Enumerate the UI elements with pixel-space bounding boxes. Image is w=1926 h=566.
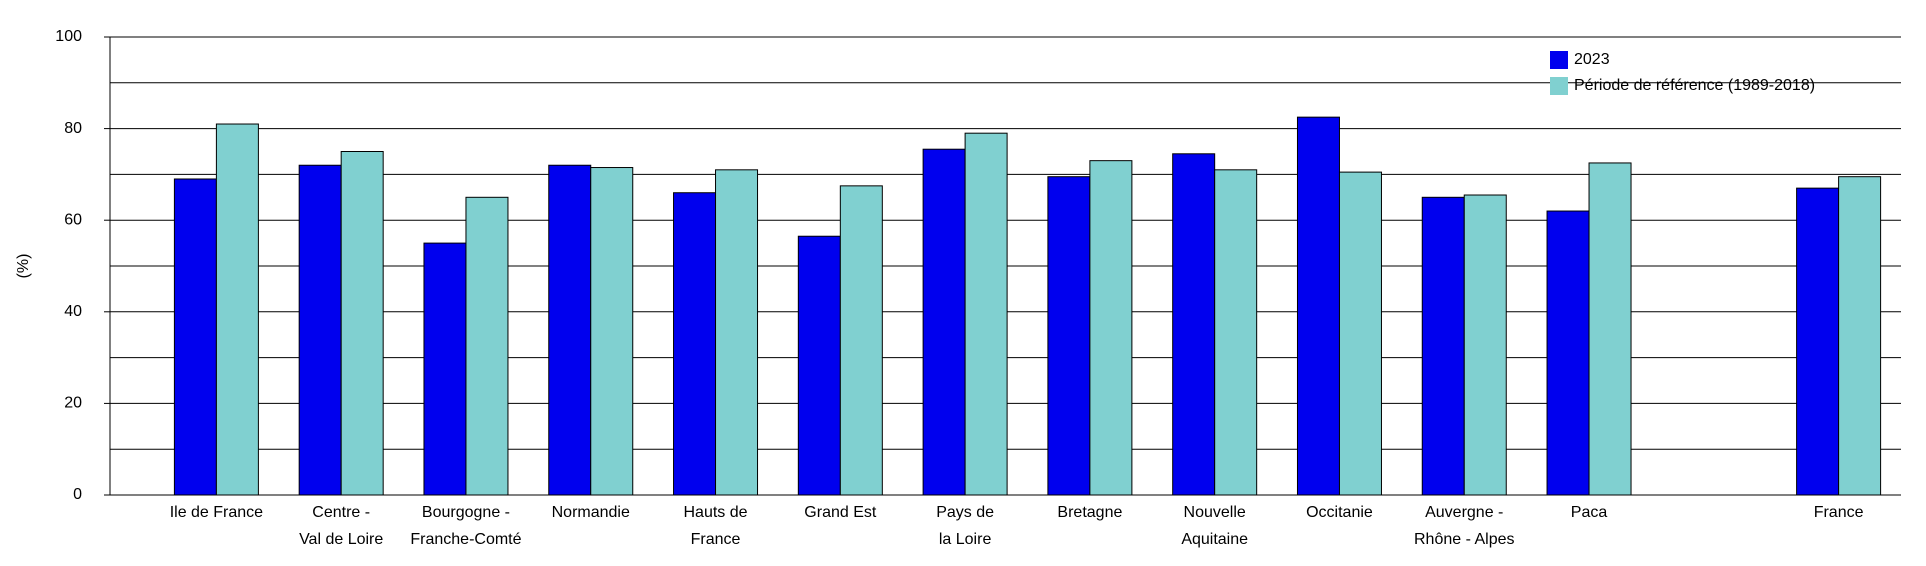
bar [423, 242, 467, 496]
x-tick-label: Bourgogne -Franche-Comté [410, 504, 521, 548]
legend-swatch [1550, 77, 1568, 95]
bar [715, 169, 759, 496]
bar [964, 132, 1008, 496]
bar [797, 235, 841, 496]
bar [1296, 116, 1340, 496]
bar [922, 148, 966, 496]
legend-label: Période de référence (1989-2018) [1574, 77, 1815, 94]
x-tick-label: Hauts de France [684, 504, 748, 548]
x-tick-label: Nouvelle Aquitaine [1181, 504, 1248, 548]
bar [673, 192, 717, 496]
bar [590, 167, 634, 496]
y-axis-label: (%) [15, 254, 32, 279]
x-tick-label: Paca [1571, 504, 1608, 521]
bar [1588, 162, 1632, 496]
bar [1838, 176, 1882, 496]
y-tick-label: 100 [55, 28, 82, 45]
y-tick-label: 0 [73, 486, 82, 503]
x-tick-label: Centre -Val de Loire [299, 504, 383, 548]
y-tick-label: 20 [64, 395, 82, 412]
x-tick-label: France [1814, 504, 1864, 521]
bar [1338, 171, 1382, 496]
bar [839, 185, 883, 496]
bar [1172, 153, 1216, 496]
x-tick-label: Pays de la Loire [936, 504, 994, 548]
bar [1546, 210, 1590, 496]
y-tick-label: 40 [64, 303, 82, 320]
bar [298, 164, 342, 496]
x-tick-label: Normandie [552, 504, 630, 521]
bar [1214, 169, 1258, 496]
bar [1421, 196, 1465, 496]
legend-label: 2023 [1574, 51, 1610, 68]
bar [1796, 187, 1840, 496]
bar [1463, 194, 1507, 496]
x-tick-label: Grand Est [804, 504, 877, 521]
x-tick-label: Occitanie [1306, 504, 1373, 521]
y-tick-label: 80 [64, 120, 82, 137]
bar [548, 164, 592, 496]
bar [215, 123, 259, 496]
y-tick-label: 60 [64, 211, 82, 228]
x-tick-label: Ile de France [170, 504, 263, 521]
legend-swatch [1550, 51, 1568, 69]
bar [340, 151, 384, 496]
bar [173, 178, 217, 496]
bar [465, 196, 509, 496]
x-tick-label: Auvergne -Rhône - Alpes [1414, 504, 1515, 548]
bar [1047, 176, 1091, 496]
bar [1089, 160, 1133, 496]
x-tick-label: Bretagne [1057, 504, 1122, 521]
